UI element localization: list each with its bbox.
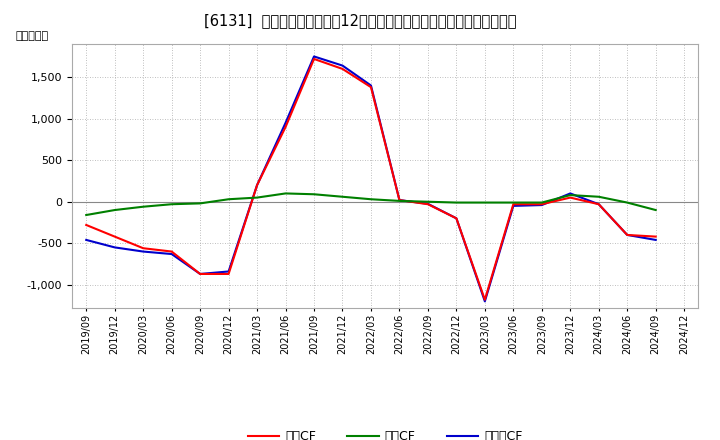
営業CF: [537, 202, 546, 207]
投資CF: [509, 200, 518, 205]
営業CF: [480, 297, 489, 302]
フリーCF: [452, 216, 461, 221]
フリーCF: [537, 202, 546, 208]
投資CF: [452, 200, 461, 205]
営業CF: [509, 202, 518, 207]
営業CF: [366, 84, 375, 90]
投資CF: [253, 195, 261, 200]
営業CF: [652, 234, 660, 239]
投資CF: [480, 200, 489, 205]
フリーCF: [82, 237, 91, 242]
フリーCF: [310, 54, 318, 59]
フリーCF: [282, 120, 290, 125]
Text: （百万円）: （百万円）: [16, 31, 49, 41]
フリーCF: [225, 269, 233, 274]
フリーCF: [623, 232, 631, 238]
投資CF: [225, 197, 233, 202]
投資CF: [139, 204, 148, 209]
フリーCF: [139, 249, 148, 254]
フリーCF: [253, 183, 261, 188]
営業CF: [595, 202, 603, 207]
フリーCF: [595, 202, 603, 207]
投資CF: [82, 213, 91, 218]
投資CF: [595, 194, 603, 199]
Legend: 営業CF, 投資CF, フリーCF: 営業CF, 投資CF, フリーCF: [243, 425, 528, 440]
営業CF: [566, 195, 575, 200]
フリーCF: [366, 83, 375, 88]
フリーCF: [480, 299, 489, 304]
営業CF: [167, 249, 176, 254]
営業CF: [395, 198, 404, 203]
フリーCF: [566, 191, 575, 196]
営業CF: [452, 216, 461, 221]
投資CF: [110, 207, 119, 213]
投資CF: [167, 202, 176, 207]
投資CF: [338, 194, 347, 199]
投資CF: [623, 200, 631, 205]
投資CF: [366, 197, 375, 202]
Line: フリーCF: フリーCF: [86, 56, 656, 301]
投資CF: [196, 201, 204, 206]
フリーCF: [423, 201, 432, 206]
営業CF: [196, 271, 204, 277]
フリーCF: [110, 245, 119, 250]
営業CF: [423, 202, 432, 207]
営業CF: [225, 271, 233, 277]
営業CF: [310, 56, 318, 62]
フリーCF: [395, 198, 404, 203]
営業CF: [253, 183, 261, 188]
投資CF: [537, 200, 546, 205]
投資CF: [310, 192, 318, 197]
投資CF: [566, 192, 575, 198]
投資CF: [423, 199, 432, 204]
営業CF: [110, 234, 119, 239]
フリーCF: [196, 271, 204, 277]
営業CF: [139, 246, 148, 251]
フリーCF: [167, 251, 176, 257]
フリーCF: [338, 63, 347, 68]
営業CF: [338, 66, 347, 72]
Text: [6131]  キャッシュフローの12か月移動合計の対前年同期増減額の推移: [6131] キャッシュフローの12か月移動合計の対前年同期増減額の推移: [204, 13, 516, 28]
フリーCF: [652, 237, 660, 242]
営業CF: [282, 125, 290, 130]
投資CF: [282, 191, 290, 196]
営業CF: [623, 232, 631, 238]
投資CF: [395, 198, 404, 204]
Line: 営業CF: 営業CF: [86, 59, 656, 300]
フリーCF: [509, 203, 518, 209]
投資CF: [652, 207, 660, 213]
Line: 投資CF: 投資CF: [86, 194, 656, 215]
営業CF: [82, 222, 91, 227]
